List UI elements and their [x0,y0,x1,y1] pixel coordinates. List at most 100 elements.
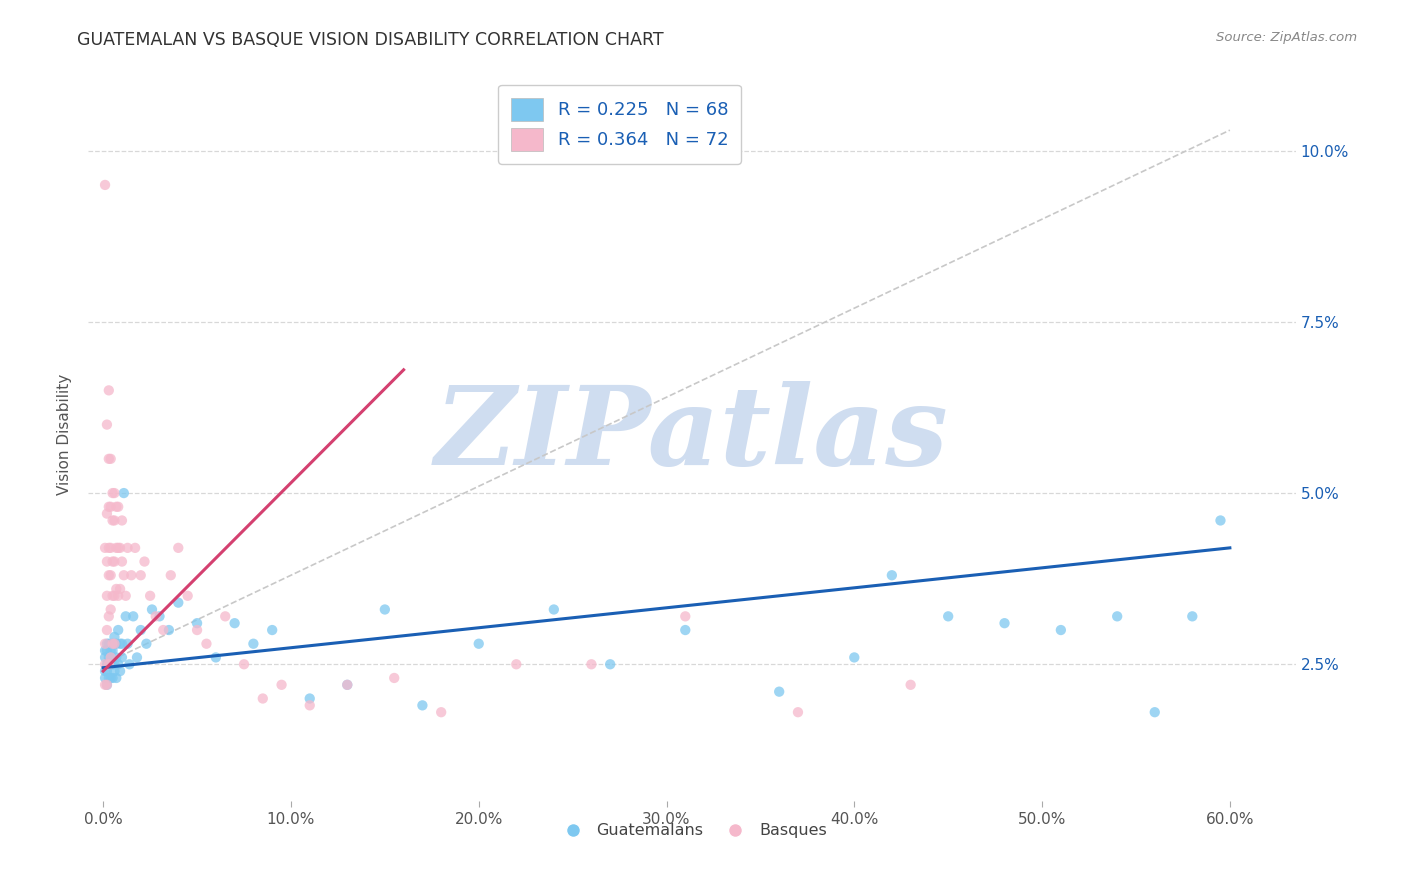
Point [97,500,120,514]
Point [96,623,118,637]
Point [96,678,118,692]
Point [787,705,810,719]
Point [135,637,157,651]
Point [97,609,120,624]
Point [124,541,146,555]
Point [94,664,117,678]
Point [103,657,125,672]
Point [100,602,122,616]
Point [101,643,124,657]
Point [125,650,148,665]
Point [97,657,120,672]
Text: GUATEMALAN VS BASQUE VISION DISABILITY CORRELATION CHART: GUATEMALAN VS BASQUE VISION DISABILITY C… [77,31,664,49]
Point [94,637,117,651]
Point [94,541,117,555]
Point [94,671,117,685]
Point [336,678,359,692]
Point [118,657,141,672]
Point [880,568,903,582]
Point [96,417,118,432]
Point [94,178,117,192]
Point [111,555,134,569]
Point [844,650,866,665]
Point [148,609,170,624]
Point [145,609,167,624]
Point [96,589,118,603]
Point [673,623,696,637]
Point [96,657,118,672]
Point [107,500,129,514]
Point [101,637,124,651]
Point [1050,623,1073,637]
Point [101,671,124,685]
Point [96,555,118,569]
Point [96,678,118,692]
Point [100,671,122,685]
Point [195,637,218,651]
Point [186,623,208,637]
Point [103,664,125,678]
Point [101,513,124,527]
Point [108,664,131,678]
Point [176,589,198,603]
Point [105,541,128,555]
Point [768,684,790,698]
Point [107,623,129,637]
Point [101,486,124,500]
Text: Source: ZipAtlas.com: Source: ZipAtlas.com [1216,31,1357,45]
Point [139,589,162,603]
Point [205,650,228,665]
Point [900,678,922,692]
Point [505,657,527,672]
Point [96,637,118,651]
Point [96,643,118,657]
Point [107,541,129,555]
Point [114,589,136,603]
Point [97,451,120,466]
Point [94,643,117,657]
Point [108,541,131,555]
Point [100,643,122,657]
Point [186,616,208,631]
Point [111,637,134,651]
Point [141,602,163,616]
Point [214,609,236,624]
Y-axis label: Vision Disability: Vision Disability [58,375,72,495]
Point [117,637,139,651]
Point [100,500,122,514]
Point [134,555,156,569]
Point [242,637,264,651]
Point [112,486,135,500]
Text: ZIPatlas: ZIPatlas [434,381,949,489]
Point [129,568,152,582]
Point [94,678,117,692]
Point [105,671,128,685]
Point [108,582,131,596]
Point [97,384,120,398]
Point [233,657,256,672]
Point [107,589,129,603]
Point [97,650,120,665]
Point [114,609,136,624]
Point [112,568,135,582]
Point [97,637,120,651]
Point [97,657,120,672]
Point [105,637,128,651]
Point [1107,609,1129,624]
Point [101,589,124,603]
Point [96,664,118,678]
Point [298,691,321,706]
Point [167,596,190,610]
Point [673,609,696,624]
Point [100,451,122,466]
Point [129,623,152,637]
Legend: Guatemalans, Basques: Guatemalans, Basques [550,817,834,845]
Point [103,513,125,527]
Point [152,623,174,637]
Point [122,609,145,624]
Point [101,657,124,672]
Point [107,657,129,672]
Point [936,609,959,624]
Point [105,582,128,596]
Point [1181,609,1204,624]
